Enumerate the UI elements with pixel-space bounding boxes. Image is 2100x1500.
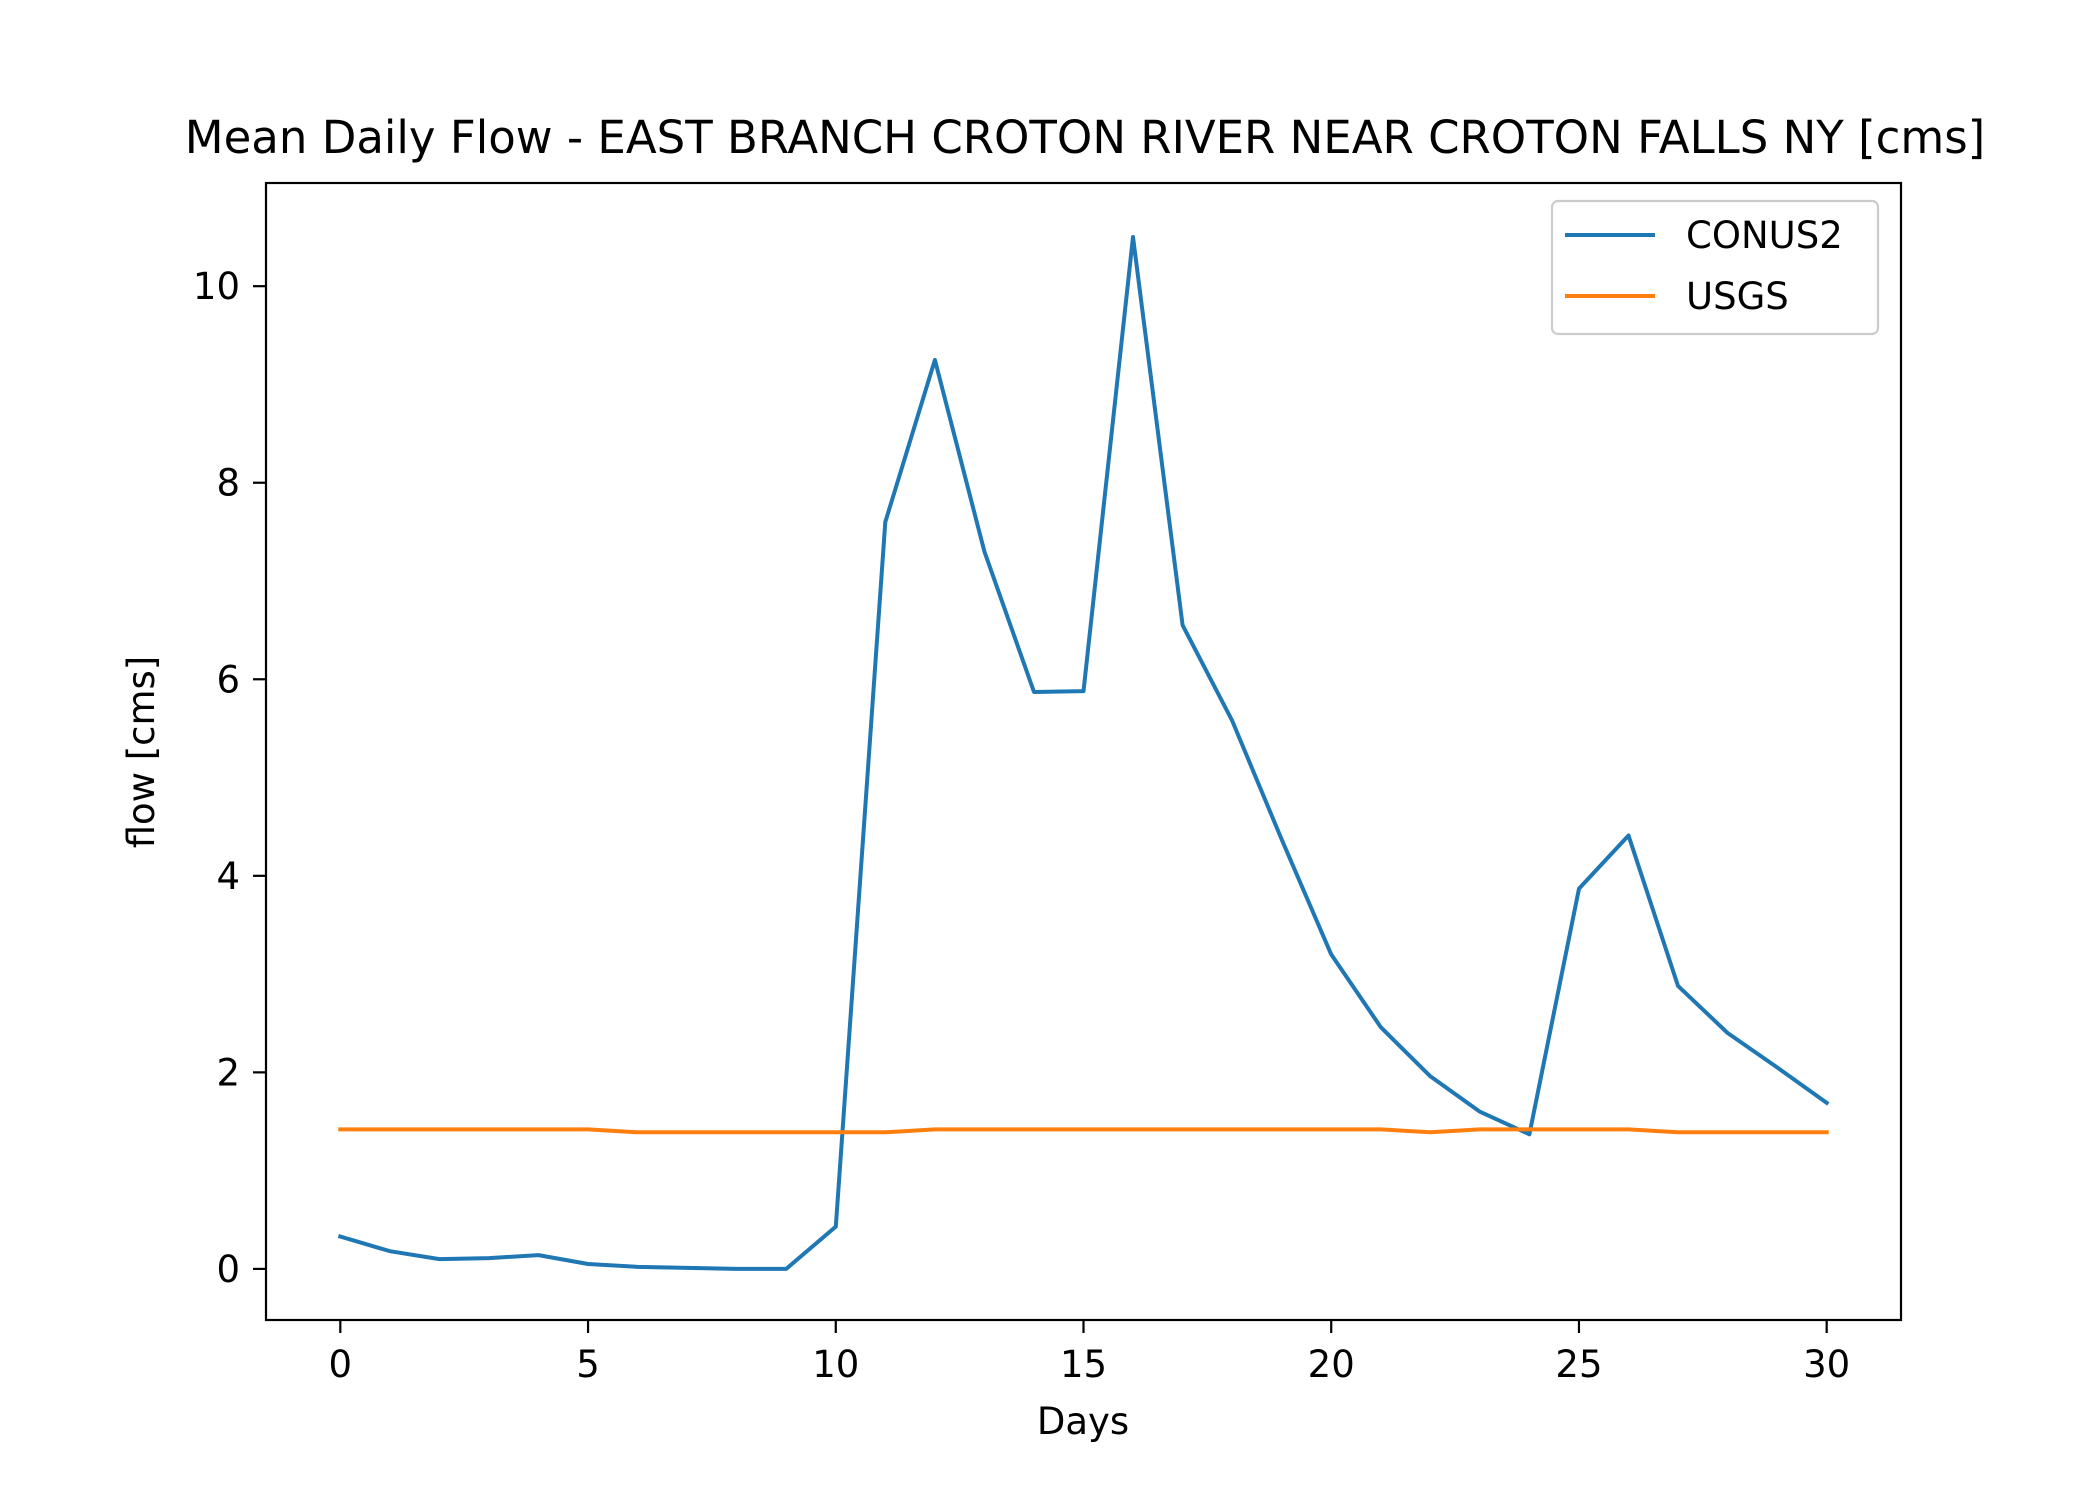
legend-label-conus2: CONUS2 [1686,214,1843,257]
x-tick-label: 30 [1803,1343,1850,1386]
x-tick-label: 5 [576,1343,600,1386]
x-tick-label: 25 [1555,1343,1602,1386]
x-tick-label: 20 [1308,1343,1355,1386]
y-tick-label: 6 [216,658,240,701]
x-tick-label: 15 [1060,1343,1107,1386]
x-tick-label: 10 [812,1343,859,1386]
y-tick-label: 10 [193,265,240,308]
chart-title: Mean Daily Flow - EAST BRANCH CROTON RIV… [185,111,1985,164]
y-tick-label: 2 [216,1051,240,1094]
series-layer [337,235,1830,1271]
series-line-usgs [338,1127,1829,1135]
x-axis: 0 5 10 15 20 25 30 [329,1320,1850,1386]
y-axis-label: flow [cms] [120,656,163,849]
y-tick-label: 4 [216,855,240,898]
legend-label-usgs: USGS [1686,275,1789,318]
y-tick-label: 8 [216,462,240,505]
x-tick-label: 0 [329,1343,353,1386]
x-axis-label: Days [1037,1400,1129,1443]
y-axis: 0 2 4 6 8 10 [193,265,266,1291]
legend: CONUS2 USGS [1550,199,1880,336]
y-tick-label: 0 [216,1248,240,1291]
series-line-conus2 [337,235,1830,1271]
